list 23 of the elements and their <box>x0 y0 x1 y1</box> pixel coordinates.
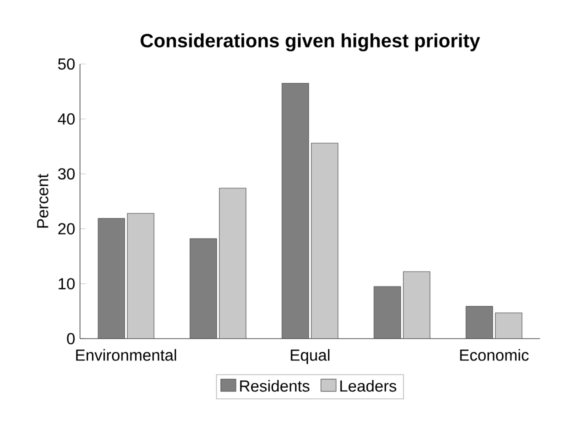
bar <box>311 143 338 339</box>
bar <box>98 218 125 339</box>
x-tick-label: Equal <box>290 349 330 364</box>
y-tick-label: 40 <box>58 113 75 125</box>
legend-label: Residents <box>240 380 310 392</box>
y-tick-label: 10 <box>58 278 75 290</box>
bar <box>466 306 493 339</box>
y-tick-label: 50 <box>58 58 75 70</box>
y-tick-label: 0 <box>67 333 75 344</box>
legend-label: Leaders <box>340 380 396 392</box>
chart-title: Considerations given highest priority <box>140 33 480 52</box>
y-axis-title: Percent <box>37 174 48 228</box>
y-tick-label: 20 <box>58 223 75 235</box>
x-tick-label: Economic <box>460 349 529 361</box>
x-tick-label: Environmental <box>76 349 176 361</box>
bar <box>374 286 401 339</box>
bar <box>495 312 522 339</box>
bar <box>282 83 309 339</box>
bar <box>190 238 217 339</box>
y-tick-label: 30 <box>58 168 75 180</box>
bar <box>127 213 154 339</box>
bar <box>403 272 430 339</box>
bar <box>219 188 246 339</box>
